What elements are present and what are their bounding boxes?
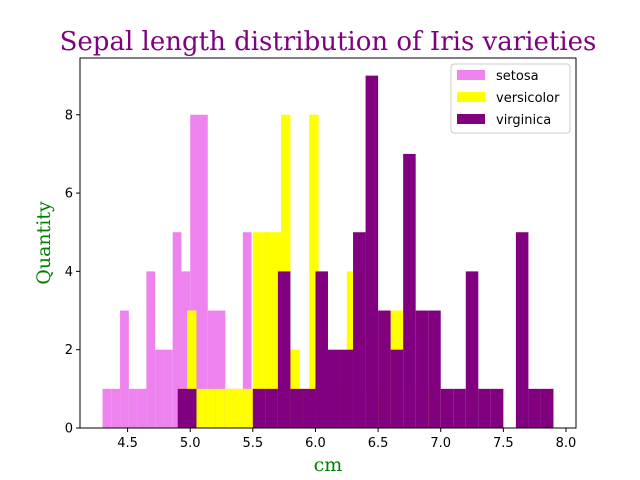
bar-virginica-9 <box>315 271 328 428</box>
x-tick-label: 4.5 <box>117 436 138 451</box>
bar-virginica-20 <box>453 388 466 428</box>
x-axis-label: cm <box>314 454 343 476</box>
bar-setosa-6 <box>155 349 164 428</box>
x-tick-label: 8.0 <box>556 436 577 451</box>
x-tick-label: 6.0 <box>305 436 326 451</box>
bar-virginica-5 <box>265 388 278 428</box>
plot-area: 4.5 5.0 5.5 6.0 6.5 7.0 7.5 8.0 0 2 4 6 8 <box>65 57 577 451</box>
chart-title: Sepal length distribution of Iris variet… <box>60 27 597 57</box>
bar-versicolor-6 <box>234 388 244 428</box>
bar-virginica-26 <box>528 388 541 428</box>
bars-layer <box>102 75 554 429</box>
series-virginica <box>177 75 554 429</box>
legend-label-setosa: setosa <box>496 69 539 84</box>
bar-virginica-0 <box>177 388 197 428</box>
bar-versicolor-5 <box>224 388 235 428</box>
bar-setosa-16 <box>242 232 252 428</box>
legend-swatch-virginica <box>457 114 485 124</box>
bar-versicolor-2 <box>196 388 206 428</box>
bar-virginica-25 <box>515 232 529 428</box>
legend-swatch-versicolor <box>457 92 485 102</box>
bar-virginica-7 <box>290 388 303 428</box>
bar-versicolor-14 <box>309 114 319 429</box>
bar-setosa-12 <box>207 310 217 428</box>
x-tick-label: 5.5 <box>243 436 264 451</box>
bar-setosa-3 <box>128 388 138 428</box>
x-tick-label: 5.0 <box>180 436 201 451</box>
x-tick-label: 7.5 <box>493 436 514 451</box>
bar-virginica-8 <box>302 388 316 428</box>
bar-setosa-11 <box>198 114 208 429</box>
bar-setosa-1 <box>111 388 121 428</box>
bar-virginica-6 <box>277 271 291 428</box>
bar-setosa-9 <box>181 271 191 428</box>
x-axis-ticks: 4.5 5.0 5.5 6.0 6.5 7.0 7.5 8.0 <box>117 428 576 451</box>
bar-setosa-2 <box>120 310 129 428</box>
y-tick-label: 4 <box>65 265 73 280</box>
bar-versicolor-1 <box>187 310 197 428</box>
legend-label-virginica: virginica <box>496 113 551 128</box>
y-tick-label: 6 <box>65 187 73 202</box>
bar-versicolor-11 <box>281 114 291 429</box>
bar-setosa-4 <box>137 388 147 428</box>
bar-versicolor-9 <box>262 232 272 428</box>
x-tick-label: 6.5 <box>368 436 389 451</box>
axes-frame <box>79 57 577 429</box>
legend-label-versicolor: versicolor <box>496 91 560 106</box>
bar-setosa-8 <box>172 232 182 428</box>
bar-versicolor-3 <box>205 388 216 428</box>
y-axis-label: Quantity <box>33 201 55 285</box>
bar-versicolor-7 <box>243 388 253 428</box>
bar-virginica-27 <box>540 388 554 428</box>
bar-versicolor-8 <box>252 232 263 428</box>
bar-versicolor-10 <box>271 232 282 428</box>
bar-virginica-11 <box>340 349 354 428</box>
bar-virginica-23 <box>490 388 504 428</box>
bar-virginica-22 <box>478 388 491 428</box>
bar-versicolor-12 <box>290 349 300 428</box>
x-tick-label: 7.0 <box>430 436 451 451</box>
legend-swatch-setosa <box>457 70 485 80</box>
bar-virginica-12 <box>353 232 366 428</box>
bar-virginica-15 <box>390 349 404 428</box>
bar-virginica-18 <box>428 310 441 428</box>
bar-setosa-5 <box>146 271 156 428</box>
bar-setosa-7 <box>163 349 173 428</box>
bar-versicolor-4 <box>215 388 225 428</box>
y-tick-label: 2 <box>65 343 73 358</box>
bar-setosa-0 <box>102 388 112 428</box>
bar-virginica-4 <box>252 388 266 428</box>
bar-virginica-21 <box>465 271 479 428</box>
bar-virginica-14 <box>378 310 391 428</box>
y-tick-label: 8 <box>65 108 73 123</box>
bar-virginica-13 <box>365 75 379 429</box>
bar-virginica-10 <box>328 349 341 428</box>
bar-virginica-19 <box>440 388 454 428</box>
y-axis-ticks: 0 2 4 6 8 <box>65 108 80 437</box>
legend: setosa versicolor virginica <box>450 63 571 134</box>
bar-virginica-17 <box>415 310 429 428</box>
y-tick-label: 0 <box>65 422 73 437</box>
bar-setosa-13 <box>216 310 226 428</box>
bar-virginica-16 <box>403 153 416 428</box>
bar-setosa-10 <box>190 114 199 429</box>
